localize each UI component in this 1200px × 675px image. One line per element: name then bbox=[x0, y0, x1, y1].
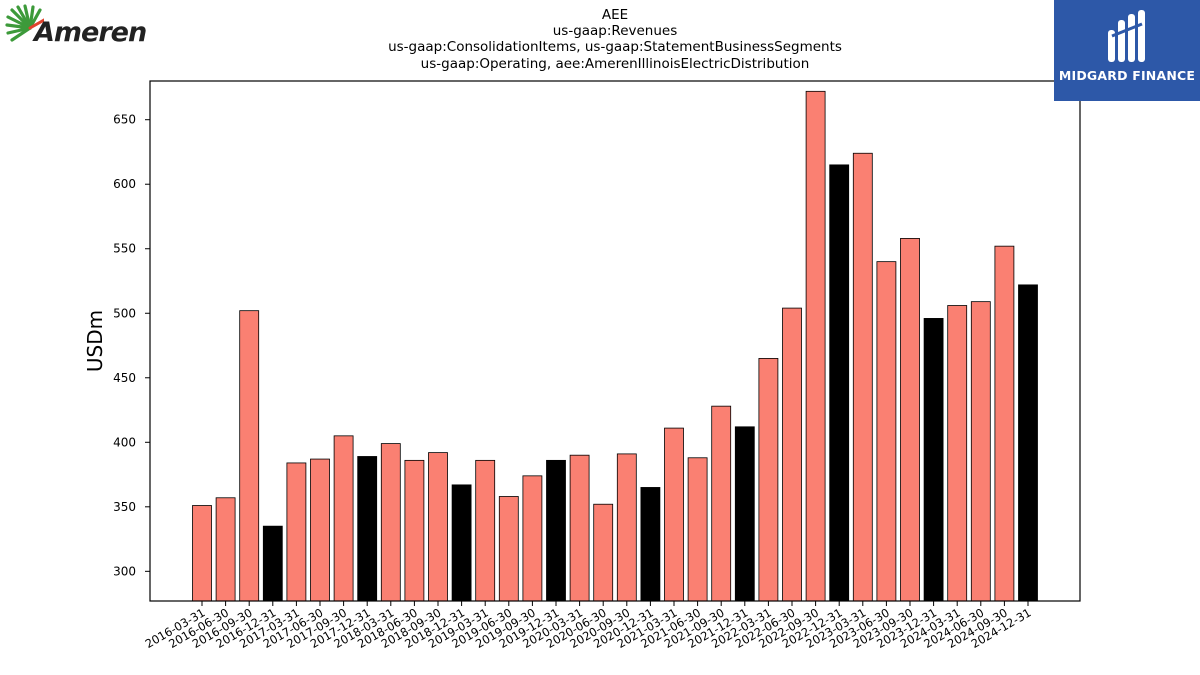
bar-2024-09-30 bbox=[994, 245, 1015, 602]
bar-2022-12-31 bbox=[829, 164, 850, 602]
midgard-finance-logo: MIDGARD FINANCE bbox=[1054, 0, 1200, 101]
ameren-sunburst-icon bbox=[5, 4, 44, 42]
bar-2021-06-30 bbox=[687, 457, 708, 602]
chart-title-line-2: us-gaap:Revenues bbox=[552, 23, 678, 39]
bar-2018-06-30 bbox=[404, 459, 425, 602]
bar-2020-03-31 bbox=[569, 454, 590, 602]
chart-title-line-3: us-gaap:ConsolidationItems, us-gaap:Stat… bbox=[388, 39, 842, 55]
y-tick-label: 450 bbox=[113, 371, 136, 385]
y-axis: 300 350 400 450 500 550 600 650 bbox=[113, 113, 150, 578]
bar-2020-06-30 bbox=[593, 503, 614, 602]
bar-2022-09-30 bbox=[805, 90, 826, 602]
chart-title-line-1: AEE bbox=[601, 7, 629, 23]
bar-2017-06-30 bbox=[310, 458, 330, 602]
bar-2021-12-31 bbox=[734, 426, 755, 602]
bar-2021-03-31 bbox=[664, 427, 684, 602]
bar-2023-12-31 bbox=[923, 318, 944, 602]
y-axis-label: USDm bbox=[83, 310, 107, 372]
bar-2016-12-31 bbox=[262, 525, 283, 602]
bars-group bbox=[192, 90, 1038, 602]
plot-frame bbox=[149, 80, 1081, 602]
bar-2024-12-31 bbox=[1018, 284, 1038, 602]
ameren-wordmark: Ameren bbox=[34, 17, 147, 48]
bar-2017-09-30 bbox=[333, 435, 354, 602]
y-tick-label: 400 bbox=[113, 435, 136, 449]
bar-2024-06-30 bbox=[970, 301, 991, 602]
y-tick-label: 300 bbox=[113, 564, 136, 578]
y-tick-label: 500 bbox=[113, 306, 136, 320]
x-axis: 2016-03-312016-06-302016-09-302016-12-31… bbox=[143, 601, 1034, 651]
bar-2023-06-30 bbox=[876, 261, 897, 602]
ameren-logo: Ameren bbox=[4, 4, 147, 58]
bar-2022-03-31 bbox=[758, 358, 779, 602]
bar-2023-03-31 bbox=[852, 152, 873, 602]
bar-2017-03-31 bbox=[286, 462, 307, 602]
bar-2016-06-30 bbox=[215, 497, 236, 602]
bar-2016-03-31 bbox=[192, 505, 212, 602]
bar-2019-06-30 bbox=[498, 496, 519, 602]
y-tick-label: 650 bbox=[113, 113, 136, 127]
midgard-emblem-icon bbox=[1108, 10, 1145, 62]
bar-2019-09-30 bbox=[522, 475, 543, 602]
bar-2017-12-31 bbox=[357, 456, 378, 602]
bar-2020-12-31 bbox=[640, 487, 661, 602]
y-tick-label: 550 bbox=[113, 242, 136, 256]
y-tick-label: 600 bbox=[113, 177, 136, 191]
bar-2019-03-31 bbox=[475, 459, 496, 602]
y-tick-label: 350 bbox=[113, 500, 136, 514]
bar-2019-12-31 bbox=[546, 459, 566, 602]
bar-2016-09-30 bbox=[239, 310, 260, 602]
bar-2018-09-30 bbox=[428, 452, 448, 602]
bar-2020-09-30 bbox=[616, 453, 637, 602]
bar-2023-09-30 bbox=[900, 238, 920, 602]
bar-2021-09-30 bbox=[711, 405, 732, 602]
bar-2018-03-31 bbox=[380, 443, 401, 602]
bar-2018-12-31 bbox=[451, 484, 472, 602]
bar-2024-03-31 bbox=[947, 305, 968, 602]
midgard-wordmark: MIDGARD FINANCE bbox=[1058, 68, 1196, 83]
chart-title-line-4: us-gaap:Operating, aee:AmerenIllinoisEle… bbox=[420, 56, 810, 72]
bar-2022-06-30 bbox=[782, 307, 802, 602]
